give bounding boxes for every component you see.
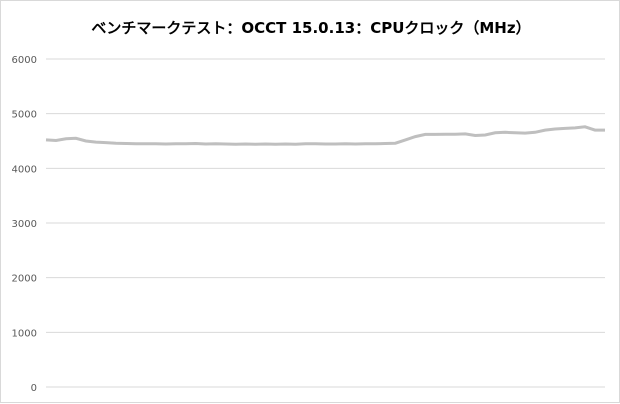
- y-tick-label: 4000: [12, 164, 37, 175]
- y-tick-label: 0: [31, 383, 37, 394]
- y-tick-label: 2000: [12, 274, 37, 285]
- y-tick-label: 6000: [12, 55, 37, 66]
- y-tick-label: 1000: [12, 328, 37, 339]
- chart-title: ベンチマークテスト：OCCT 15.0.13：CPUクロック（MHz）: [91, 19, 531, 37]
- y-tick-label: 3000: [12, 219, 37, 230]
- y-tick-label: 5000: [12, 110, 37, 121]
- series-line: [45, 125, 605, 146]
